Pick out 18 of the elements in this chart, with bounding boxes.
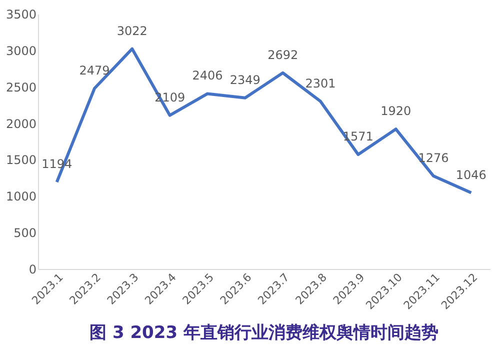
- data-label: 3022: [116, 24, 148, 38]
- data-label: 2692: [268, 48, 298, 62]
- data-label: 1046: [456, 168, 486, 182]
- data-label: 1276: [418, 151, 449, 166]
- text: 图 3 2023 年直销行业消费维权舆情时间趋势: [90, 322, 438, 343]
- y-tick-label: 1500: [6, 153, 36, 168]
- y-tick-label: 0: [28, 262, 36, 276]
- data-label: 2406: [192, 68, 223, 83]
- data-label: 1920: [380, 104, 412, 118]
- y-tick-label: 3500: [6, 8, 36, 22]
- data-label: 2349: [230, 72, 260, 87]
- y-tick-label: 3000: [6, 44, 36, 58]
- data-label: 2479: [79, 63, 110, 78]
- y-tick-label: 1000: [6, 190, 36, 204]
- y-tick-label: 2000: [6, 116, 36, 131]
- data-label: 2301: [305, 76, 336, 90]
- y-tick-label: 2500: [6, 80, 36, 94]
- y-tick-label: 500: [14, 226, 36, 240]
